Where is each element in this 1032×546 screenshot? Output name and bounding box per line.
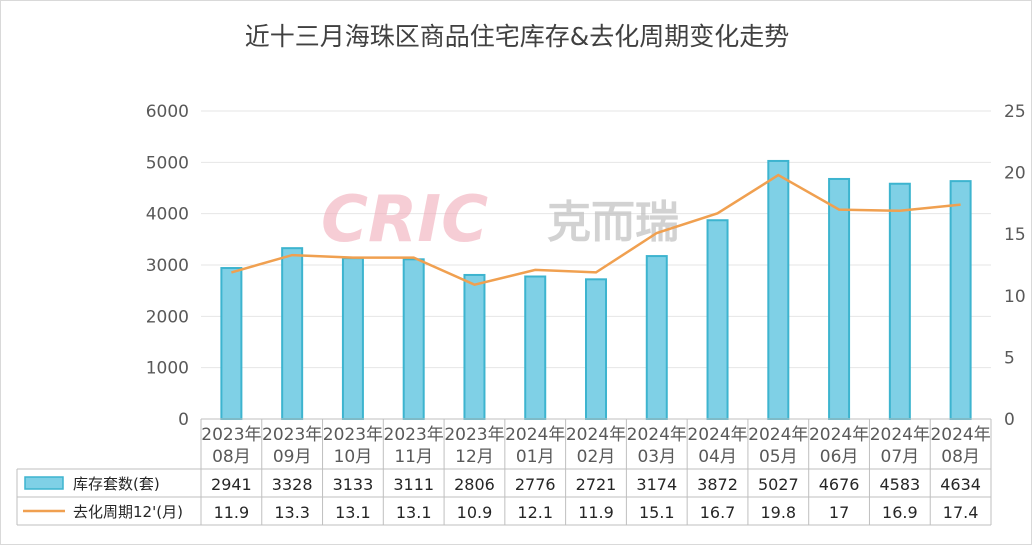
x-tick-label: 2023年 xyxy=(444,425,504,445)
inventory-bar xyxy=(464,275,484,419)
left-tick-label: 0 xyxy=(178,410,189,430)
inventory-value: 3111 xyxy=(393,475,434,494)
x-tick-label: 12月 xyxy=(455,447,494,467)
cycle-value: 17 xyxy=(829,503,849,522)
inventory-value: 5027 xyxy=(758,475,799,494)
right-tick-label: 0 xyxy=(1004,410,1015,430)
watermark: CRIC 克而瑞 xyxy=(321,183,679,257)
left-tick-label: 2000 xyxy=(146,307,189,327)
x-tick-label: 06月 xyxy=(820,447,859,467)
legend-label-cycle: 去化周期12'(月) xyxy=(73,503,183,521)
inventory-bar xyxy=(221,268,241,419)
left-tick-label: 5000 xyxy=(146,153,189,173)
x-tick-label: 2023年 xyxy=(201,425,261,445)
cycle-value: 13.1 xyxy=(335,503,371,522)
x-tick-label: 2024年 xyxy=(627,425,687,445)
right-tick-label: 25 xyxy=(1004,102,1026,122)
inventory-bar xyxy=(708,220,728,419)
inventory-bar xyxy=(343,258,363,419)
x-tick-label: 04月 xyxy=(698,447,737,467)
x-tick-label: 2024年 xyxy=(687,425,747,445)
cycle-value: 10.9 xyxy=(457,503,493,522)
x-tick-label: 10月 xyxy=(334,447,373,467)
chart-title: 近十三月海珠区商品住宅库存&去化周期变化走势 xyxy=(245,22,790,51)
inventory-value: 4634 xyxy=(940,475,981,494)
inventory-value: 3174 xyxy=(636,475,677,494)
cycle-value: 11.9 xyxy=(214,503,250,522)
left-tick-label: 6000 xyxy=(146,102,189,122)
x-tick-label: 2023年 xyxy=(384,425,444,445)
x-tick-label: 2023年 xyxy=(323,425,383,445)
left-tick-label: 1000 xyxy=(146,359,189,379)
cycle-value: 16.9 xyxy=(882,503,918,522)
inventory-bar xyxy=(647,256,667,419)
right-tick-label: 10 xyxy=(1004,287,1026,307)
left-tick-label: 4000 xyxy=(146,205,189,225)
cycle-value: 12.1 xyxy=(517,503,553,522)
inventory-value: 2776 xyxy=(515,475,556,494)
x-tick-label: 2024年 xyxy=(748,425,808,445)
left-tick-label: 3000 xyxy=(146,256,189,276)
right-axis: 0 5 10 15 20 25 xyxy=(1004,102,1026,430)
inventory-value: 4676 xyxy=(819,475,860,494)
x-tick-label: 02月 xyxy=(577,447,616,467)
legend-swatch-bar xyxy=(25,477,63,489)
x-tick-label: 08月 xyxy=(941,447,980,467)
x-tick-label: 2024年 xyxy=(930,425,990,445)
cycle-value: 11.9 xyxy=(578,503,614,522)
x-tick-label: 08月 xyxy=(212,447,251,467)
left-axis: 0 1000 2000 3000 4000 5000 6000 xyxy=(146,102,189,430)
x-tick-label: 11月 xyxy=(394,447,433,467)
cycle-value: 13.1 xyxy=(396,503,432,522)
inventory-bar xyxy=(951,181,971,419)
watermark-brand: CRIC xyxy=(321,183,488,257)
x-tick-label: 2024年 xyxy=(505,425,565,445)
inventory-value: 3328 xyxy=(272,475,313,494)
inventory-value: 3133 xyxy=(333,475,374,494)
inventory-value: 2806 xyxy=(454,475,495,494)
inventory-value: 4583 xyxy=(879,475,920,494)
x-tick-label: 01月 xyxy=(516,447,555,467)
x-tick-label: 09月 xyxy=(273,447,312,467)
x-tick-label: 2024年 xyxy=(809,425,869,445)
x-tick-label: 2023年 xyxy=(262,425,322,445)
cycle-value: 15.1 xyxy=(639,503,675,522)
inventory-bar xyxy=(586,279,606,419)
inventory-bar xyxy=(525,276,545,419)
cycle-value: 16.7 xyxy=(700,503,736,522)
right-tick-label: 15 xyxy=(1004,225,1026,245)
inventory-bar xyxy=(768,161,788,419)
x-tick-label: 2024年 xyxy=(566,425,626,445)
legend-label-inventory: 库存套数(套) xyxy=(73,475,160,493)
cycle-value: 19.8 xyxy=(760,503,796,522)
right-tick-label: 5 xyxy=(1004,348,1015,368)
x-tick-label: 03月 xyxy=(637,447,676,467)
x-tick-label: 2024年 xyxy=(870,425,930,445)
cycle-value: 17.4 xyxy=(943,503,979,522)
right-tick-label: 20 xyxy=(1004,164,1026,184)
cycle-value: 13.3 xyxy=(274,503,310,522)
inventory-value: 2721 xyxy=(576,475,617,494)
inventory-value: 2941 xyxy=(211,475,252,494)
x-tick-label: 05月 xyxy=(759,447,798,467)
watermark-cn: 克而瑞 xyxy=(547,197,679,248)
inventory-bar xyxy=(404,259,424,419)
data-table: 2023年08月2023年09月2023年10月2023年11月2023年12月… xyxy=(17,419,991,525)
inventory-bar xyxy=(829,179,849,419)
inventory-value: 3872 xyxy=(697,475,738,494)
inventory-bar xyxy=(282,248,302,419)
inventory-bar xyxy=(890,184,910,419)
x-tick-label: 07月 xyxy=(881,447,920,467)
